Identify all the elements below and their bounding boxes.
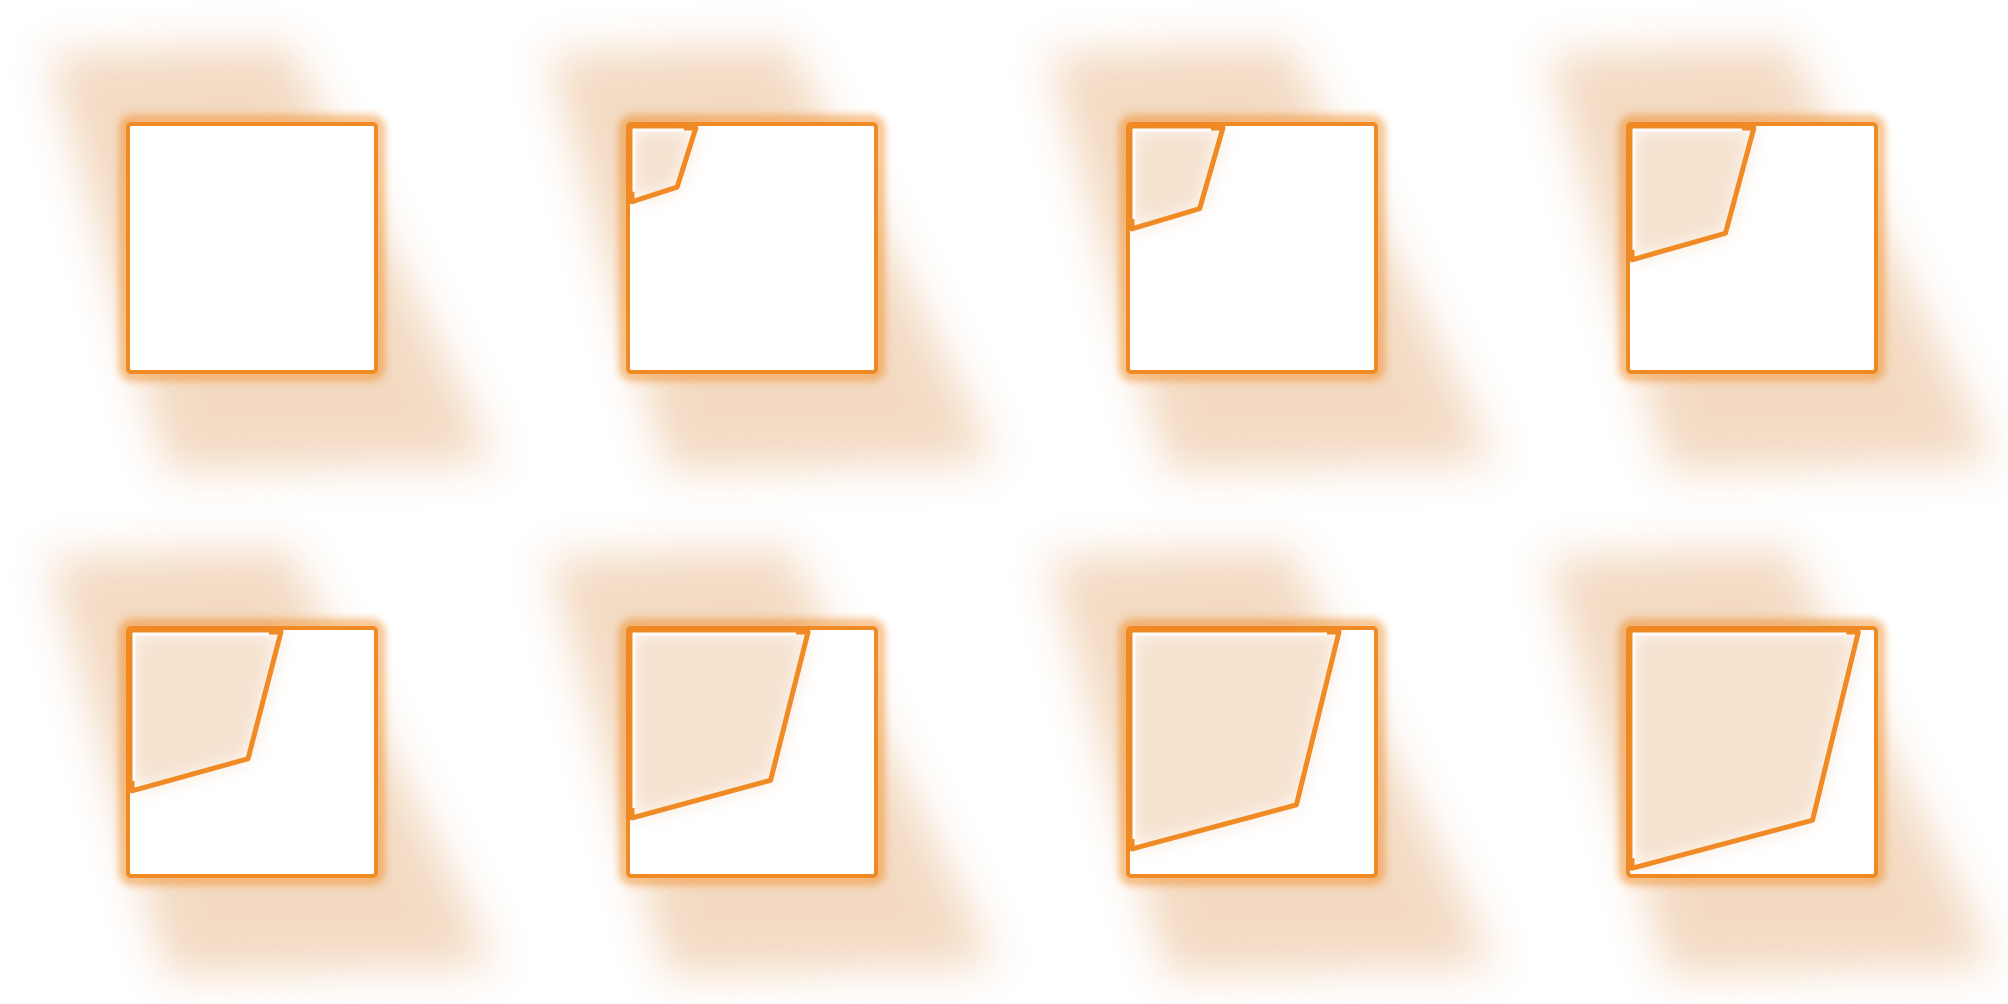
page-tile <box>48 44 496 472</box>
revealed-area <box>632 632 809 818</box>
tile-frame-glow <box>619 115 885 381</box>
peeled-flap-edge <box>129 629 284 794</box>
page-tile <box>548 548 996 976</box>
tile-page <box>626 122 878 374</box>
page-tile <box>1548 44 1996 472</box>
tile-frame-glow <box>119 619 385 885</box>
flap-highlight <box>1632 128 1742 250</box>
tile-frame-glow <box>1619 619 1885 885</box>
peeled-flap-edge <box>629 125 699 205</box>
flap-highlight <box>632 632 797 808</box>
flap-highlight <box>1132 632 1327 839</box>
peeled-flap-edge <box>1629 629 1861 871</box>
tile-grid <box>48 44 1996 976</box>
peeled-flap-edge <box>1129 125 1226 232</box>
tile-frame-glow <box>1119 115 1385 381</box>
page-tile <box>1548 548 1996 976</box>
page-tile <box>548 44 996 472</box>
peeled-flap-edge <box>1129 629 1342 852</box>
flap-highlight <box>132 632 269 781</box>
revealed-area <box>1632 632 1859 869</box>
revealed-area <box>1632 128 1754 260</box>
peeled-flap-edge <box>629 629 811 821</box>
revealed-area <box>1132 632 1339 849</box>
tile-frame-glow <box>1619 115 1885 381</box>
tile-page <box>126 122 378 374</box>
peeled-flap-edge <box>1629 125 1757 263</box>
flap-highlight <box>1632 632 1847 859</box>
page-tile <box>1048 44 1496 472</box>
flap-highlight <box>1132 128 1211 219</box>
revealed-area <box>132 632 281 791</box>
tile-frame-glow <box>1119 619 1385 885</box>
flap-highlight <box>632 128 684 192</box>
revealed-area <box>632 128 696 202</box>
page-tile <box>48 548 496 976</box>
tile-frame-glow <box>119 115 385 381</box>
tile-frame-glow <box>619 619 885 885</box>
page-tile <box>1048 548 1496 976</box>
